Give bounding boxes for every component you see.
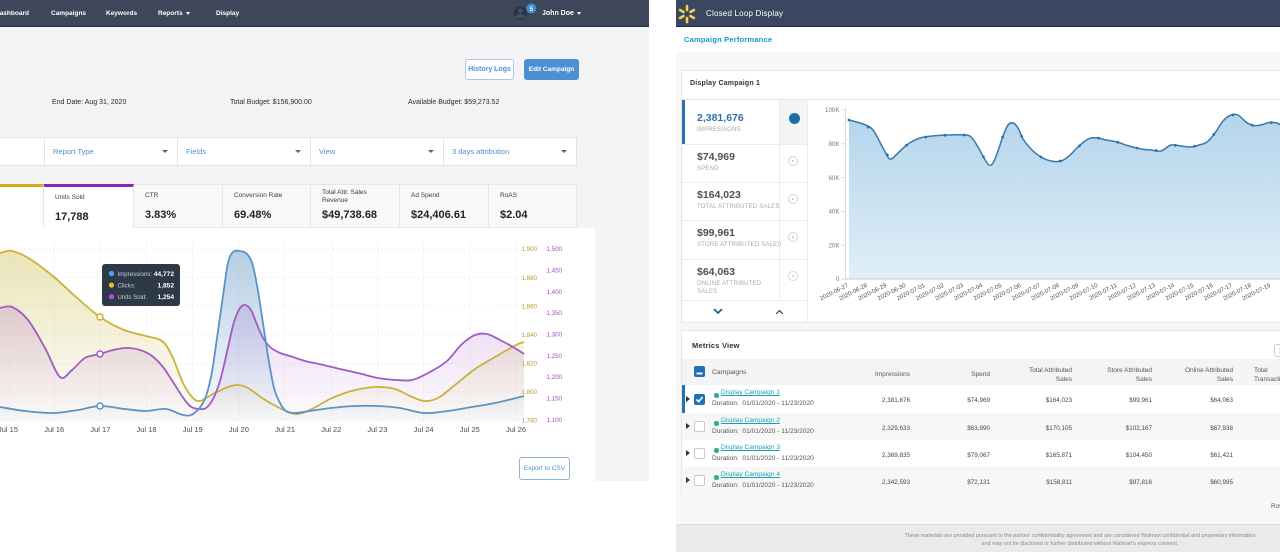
svg-text:1,150: 1,150 bbox=[547, 396, 563, 403]
svg-text:1,800: 1,800 bbox=[522, 389, 538, 396]
svg-text:Jul 20: Jul 20 bbox=[229, 425, 249, 434]
svg-text:1,400: 1,400 bbox=[547, 289, 563, 296]
svg-text:1,780: 1,780 bbox=[522, 418, 538, 425]
svg-text:1,254: 1,254 bbox=[157, 294, 174, 301]
svg-text:Jul 16: Jul 16 bbox=[44, 425, 64, 434]
svg-text:1,840: 1,840 bbox=[522, 332, 538, 339]
svg-text:40K: 40K bbox=[828, 209, 840, 216]
svg-text:5: 5 bbox=[530, 6, 534, 13]
svg-text:0: 0 bbox=[836, 276, 840, 283]
svg-text:Jul 17: Jul 17 bbox=[90, 425, 110, 434]
svg-text:Jul 15: Jul 15 bbox=[0, 425, 18, 434]
svg-text:44,772: 44,772 bbox=[154, 271, 175, 278]
svg-text:1,852: 1,852 bbox=[157, 283, 174, 290]
svg-text:60K: 60K bbox=[828, 175, 840, 182]
svg-text:Jul 23: Jul 23 bbox=[367, 425, 387, 434]
svg-text:1,200: 1,200 bbox=[547, 374, 563, 381]
svg-text:1,300: 1,300 bbox=[547, 332, 563, 339]
svg-text:Jul 25: Jul 25 bbox=[460, 425, 480, 434]
svg-text:Jul 22: Jul 22 bbox=[321, 425, 341, 434]
svg-text:1,860: 1,860 bbox=[522, 303, 538, 310]
svg-text:1,100: 1,100 bbox=[547, 417, 563, 424]
svg-text:Clicks:: Clicks: bbox=[118, 283, 136, 290]
svg-text:20K: 20K bbox=[828, 242, 840, 249]
svg-text:Jul 21: Jul 21 bbox=[275, 425, 295, 434]
svg-text:Jul 26: Jul 26 bbox=[506, 425, 526, 434]
svg-text:1,350: 1,350 bbox=[547, 310, 563, 317]
svg-text:Impressions:: Impressions: bbox=[118, 271, 153, 278]
svg-text:Jul 19: Jul 19 bbox=[183, 425, 203, 434]
svg-text:1,250: 1,250 bbox=[547, 353, 563, 360]
svg-text:Jul 24: Jul 24 bbox=[414, 425, 434, 434]
svg-text:Units Sold:: Units Sold: bbox=[118, 294, 148, 301]
svg-text:1,820: 1,820 bbox=[522, 361, 538, 368]
svg-text:1,500: 1,500 bbox=[547, 246, 563, 253]
svg-text:100K: 100K bbox=[825, 107, 840, 114]
svg-text:1,450: 1,450 bbox=[547, 268, 563, 275]
svg-text:80K: 80K bbox=[828, 141, 840, 148]
svg-text:1,900: 1,900 bbox=[522, 246, 538, 253]
svg-text:Jul 18: Jul 18 bbox=[136, 425, 156, 434]
svg-text:1,880: 1,880 bbox=[522, 275, 538, 282]
